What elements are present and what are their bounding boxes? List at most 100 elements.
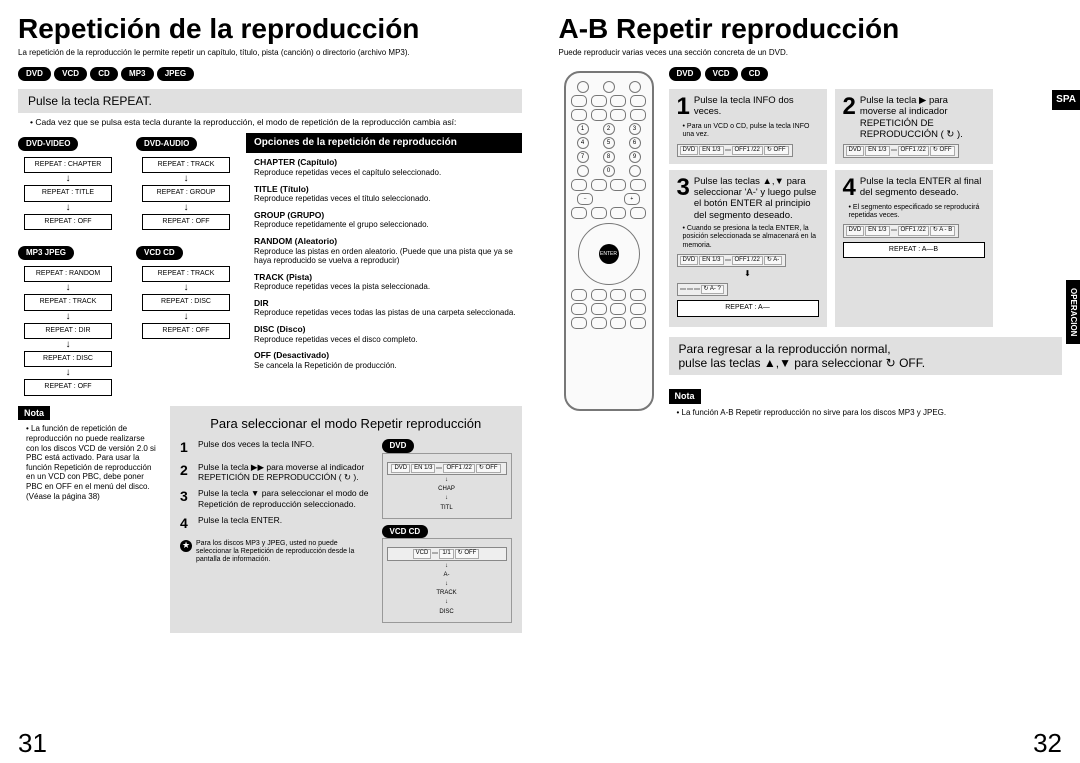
format-pill: VCD — [705, 67, 738, 81]
right-nota-block: Nota La función A-B Repetir reproducción… — [669, 389, 1063, 417]
left-lower-row: Nota La función de repetición de reprodu… — [18, 406, 522, 633]
step-text: Pulse la tecla ENTER. — [198, 515, 282, 525]
star-icon: ★ — [180, 540, 192, 552]
flow-item: REPEAT : OFF — [24, 379, 112, 395]
flow-vcd-cd: VCD CD REPEAT : TRACK ↓ REPEAT : DISC ↓ … — [136, 242, 236, 398]
step-text: Pulse la tecla ▶ para moverse al indicad… — [860, 95, 985, 141]
right-content: DVD VCD CD 1Pulse la tecla INFO dos vece… — [669, 67, 1063, 418]
arrow-down-icon: ↓ — [136, 175, 236, 183]
flow-item: REPEAT : DISC — [24, 351, 112, 367]
flow-label: MP3 JPEG — [18, 246, 74, 260]
step-text: Pulse las teclas ▲,▼ para seleccionar 'A… — [694, 176, 819, 222]
display-strip: DVDEN 1/3OFF1 /22↻ A- — [677, 254, 787, 267]
flow-item: REPEAT : CHAPTER — [24, 157, 112, 173]
format-pill: CD — [741, 67, 769, 81]
options-column: Opciones de la repetición de reproducció… — [246, 133, 522, 397]
flow-label: DVD-AUDIO — [136, 137, 197, 151]
press-repeat-text: Pulse la tecla REPEAT. — [28, 94, 152, 108]
flow-label: VCD CD — [136, 246, 183, 260]
ab-step-grid: 1Pulse la tecla INFO dos veces. Para un … — [669, 89, 1063, 327]
dvd-chart: DVDEN 1/3OFF1 /22↻ OFF ↓ CHAP ↓ TITL — [382, 453, 512, 519]
step-text: Pulse la tecla ▶▶ para moverse al indica… — [198, 462, 372, 482]
page-number: 32 — [1033, 728, 1062, 759]
arrow-down-icon: ↓ — [136, 313, 236, 321]
arrow-down-icon: ↓ — [18, 369, 118, 377]
left-gray-block: Para seleccionar el modo Repetir reprodu… — [170, 406, 522, 633]
arrow-down-icon: ↓ — [18, 313, 118, 321]
right-subtitle: Puede reproducir varias veces una secció… — [559, 48, 1063, 58]
format-pill: VCD — [54, 67, 87, 81]
flow-item: REPEAT : OFF — [142, 214, 230, 230]
flow-dvd-video: DVD-VIDEO REPEAT : CHAPTER ↓ REPEAT : TI… — [18, 133, 118, 232]
step-sub: Para un VCD o CD, pulse la tecla INFO un… — [677, 123, 819, 140]
format-pill: DVD — [18, 67, 51, 81]
star-note: ★ Para los discos MP3 y JPEG, usted no p… — [180, 540, 372, 565]
nota-body: La función A-B Repetir reproducción no s… — [669, 408, 1063, 418]
ab-step: 4Pulse la tecla ENTER al final del segme… — [835, 170, 993, 327]
flow-item: REPEAT : RANDOM — [24, 266, 112, 282]
arrow-down-icon: ↓ — [136, 284, 236, 292]
step-text: Pulse la tecla ▼ para seleccionar el mod… — [198, 488, 372, 508]
format-pill: MP3 — [121, 67, 153, 81]
remote-column: 123 456 789 0 −+ ENTER — [559, 67, 659, 418]
repeat-indicator: REPEAT : A— — [677, 300, 819, 316]
nota-label: Nota — [18, 406, 50, 421]
star-text: Para los discos MP3 y JPEG, usted no pue… — [196, 540, 372, 565]
options-header: Opciones de la repetición de reproducció… — [246, 133, 522, 153]
left-title: Repetición de la reproducción — [18, 12, 522, 46]
section-tab: OPERACION — [1066, 280, 1080, 344]
flow-dvd-audio: DVD-AUDIO REPEAT : TRACK ↓ REPEAT : GROU… — [136, 133, 236, 232]
press-repeat-note: Cada vez que se pulsa esta tecla durante… — [18, 117, 522, 127]
step-sub: Cuando se presiona la tecla ENTER, la po… — [677, 225, 819, 250]
option-item: CHAPTER (Capítulo)Reproduce repetidas ve… — [254, 157, 522, 177]
press-repeat-bar: Pulse la tecla REPEAT. — [18, 89, 522, 113]
display-strip: DVDEN 1/3OFF1 /22↻ OFF — [843, 144, 959, 157]
arrow-down-icon: ↓ — [18, 175, 118, 183]
right-page: A-B Repetir reproducción Puede reproduci… — [540, 0, 1080, 763]
arrow-down-icon: ↓ — [18, 341, 118, 349]
flow-item: REPEAT : TITLE — [24, 185, 112, 201]
vcd-pill: VCD CD — [382, 525, 429, 539]
return-normal-bar: Para regresar a la reproducción normal, … — [669, 337, 1063, 376]
right-formats: DVD VCD CD — [669, 67, 1063, 81]
dvd-pill: DVD — [382, 439, 415, 453]
ab-step: 3Pulse las teclas ▲,▼ para seleccionar '… — [669, 170, 827, 327]
arrow-down-icon: ↓ — [18, 204, 118, 212]
step: 4Pulse la tecla ENTER. — [180, 515, 372, 532]
ab-step: 2Pulse la tecla ▶ para moverse al indica… — [835, 89, 993, 164]
step-text: Pulse dos veces la tecla INFO. — [198, 439, 314, 449]
flow-item: REPEAT : DISC — [142, 294, 230, 310]
nota-body: La función de repetición de reproducción… — [18, 424, 158, 501]
flow-item: REPEAT : TRACK — [24, 294, 112, 310]
ab-step: 1Pulse la tecla INFO dos veces. Para un … — [669, 89, 827, 164]
flow-label: DVD-VIDEO — [18, 137, 78, 151]
option-item: TRACK (Pista)Reproduce repetidas veces l… — [254, 272, 522, 292]
flow-columns: DVD-VIDEO REPEAT : CHAPTER ↓ REPEAT : TI… — [18, 133, 522, 397]
page-number: 31 — [18, 728, 47, 759]
step-text: Pulse la tecla INFO dos veces. — [694, 95, 819, 118]
flow-item: REPEAT : OFF — [142, 323, 230, 339]
step: 2Pulse la tecla ▶▶ para moverse al indic… — [180, 462, 372, 482]
flow-item: REPEAT : GROUP — [142, 185, 230, 201]
option-item: GROUP (GRUPO)Reproduce repetidamente el … — [254, 210, 522, 230]
option-item: TITLE (Título)Reproduce repetidas veces … — [254, 184, 522, 204]
left-subtitle: La repetición de la reproducción le perm… — [18, 48, 522, 58]
step-sub: El segmento especificado se reproducirá … — [843, 204, 985, 221]
repeat-indicator: REPEAT : A—B — [843, 242, 985, 258]
nota-label: Nota — [669, 389, 701, 404]
flow-item: REPEAT : TRACK — [142, 157, 230, 173]
remote-control-icon: 123 456 789 0 −+ ENTER — [564, 71, 654, 411]
display-strip: DVDEN 1/3OFF1 /22↻ A - B — [843, 224, 960, 237]
flow-item: REPEAT : DIR — [24, 323, 112, 339]
vcd-chart: VCD1/1↻ OFF ↓ A- ↓ TRACK ↓ DISC — [382, 538, 512, 622]
gray-header: Para seleccionar el modo Repetir reprodu… — [180, 416, 512, 432]
option-item: OFF (Desactivado)Se cancela la Repetició… — [254, 350, 522, 370]
arrow-down-icon: ↓ — [136, 204, 236, 212]
flow-item: REPEAT : TRACK — [142, 266, 230, 282]
option-item: DISC (Disco)Reproduce repetidas veces el… — [254, 324, 522, 344]
left-nota-block: Nota La función de repetición de reprodu… — [18, 406, 158, 633]
language-tab: SPA — [1052, 90, 1080, 110]
step: 3Pulse la tecla ▼ para seleccionar el mo… — [180, 488, 372, 508]
format-pill: CD — [90, 67, 118, 81]
left-formats: DVD VCD CD MP3 JPEG — [18, 67, 522, 81]
